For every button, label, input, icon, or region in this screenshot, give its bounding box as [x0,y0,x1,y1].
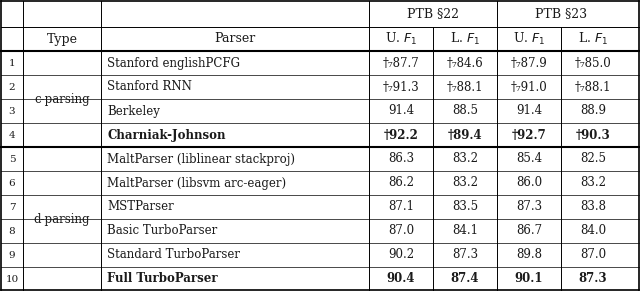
Text: 86.0: 86.0 [516,177,542,189]
Text: 82.5: 82.5 [580,152,606,166]
Text: 85.4: 85.4 [516,152,542,166]
Text: †₇91.3: †₇91.3 [383,81,419,93]
Text: Stanford englishPCFG: Stanford englishPCFG [107,56,240,70]
Text: †₇84.6: †₇84.6 [447,56,483,70]
Text: 87.3: 87.3 [452,249,478,262]
Text: U. $F_1$: U. $F_1$ [385,31,417,47]
Text: Charniak-Johnson: Charniak-Johnson [107,129,225,141]
Text: 86.2: 86.2 [388,177,414,189]
Text: †₇88.1: †₇88.1 [575,81,611,93]
Text: 6: 6 [9,178,15,187]
Text: †₇87.7: †₇87.7 [383,56,419,70]
Text: 90.1: 90.1 [515,272,543,285]
Text: 83.2: 83.2 [580,177,606,189]
Text: Type: Type [47,33,77,45]
Text: †92.7: †92.7 [511,129,547,141]
Text: 9: 9 [9,251,15,260]
Text: d-parsing: d-parsing [34,212,90,226]
Text: 83.8: 83.8 [580,200,606,214]
Text: †₇85.0: †₇85.0 [575,56,611,70]
Text: 87.0: 87.0 [388,224,414,237]
Text: L. $F_1$: L. $F_1$ [450,31,480,47]
Text: MaltParser (liblinear stackproj): MaltParser (liblinear stackproj) [107,152,295,166]
Text: Parser: Parser [214,33,255,45]
Text: 91.4: 91.4 [516,104,542,118]
Text: 87.0: 87.0 [580,249,606,262]
Text: 2: 2 [9,83,15,91]
Text: 84.1: 84.1 [452,224,478,237]
Text: 83.2: 83.2 [452,177,478,189]
Text: 88.5: 88.5 [452,104,478,118]
Text: 83.5: 83.5 [452,200,478,214]
Text: 8: 8 [9,226,15,235]
Text: U. $F_1$: U. $F_1$ [513,31,545,47]
Text: Basic TurboParser: Basic TurboParser [107,224,217,237]
Text: 91.4: 91.4 [388,104,414,118]
Text: †90.3: †90.3 [575,129,611,141]
Text: 88.9: 88.9 [580,104,606,118]
Text: †₇87.9: †₇87.9 [511,56,547,70]
Text: Stanford RNN: Stanford RNN [107,81,192,93]
Text: Berkeley: Berkeley [107,104,160,118]
Text: 90.2: 90.2 [388,249,414,262]
Text: 1: 1 [9,58,15,68]
Text: 87.3: 87.3 [579,272,607,285]
Text: 10: 10 [5,274,19,283]
Text: 84.0: 84.0 [580,224,606,237]
Text: 87.3: 87.3 [516,200,542,214]
Text: 86.7: 86.7 [516,224,542,237]
Text: †₇88.1: †₇88.1 [447,81,483,93]
Text: 86.3: 86.3 [388,152,414,166]
Text: 5: 5 [9,155,15,164]
Text: MaltParser (libsvm arc-eager): MaltParser (libsvm arc-eager) [107,177,286,189]
Text: Full TurboParser: Full TurboParser [107,272,218,285]
Text: 3: 3 [9,107,15,116]
Text: †₇91.0: †₇91.0 [511,81,547,93]
Text: L. $F_1$: L. $F_1$ [578,31,608,47]
Text: Standard TurboParser: Standard TurboParser [107,249,240,262]
Text: c-parsing: c-parsing [34,93,90,106]
Text: 83.2: 83.2 [452,152,478,166]
Text: PTB §23: PTB §23 [535,8,587,20]
Text: 89.8: 89.8 [516,249,542,262]
Text: 87.4: 87.4 [451,272,479,285]
Text: MSTParser: MSTParser [107,200,173,214]
Text: 7: 7 [9,203,15,212]
Text: 90.4: 90.4 [387,272,415,285]
Text: 87.1: 87.1 [388,200,414,214]
Text: †89.4: †89.4 [448,129,483,141]
Text: †92.2: †92.2 [383,129,419,141]
Text: 4: 4 [9,130,15,139]
Text: PTB §22: PTB §22 [407,8,459,20]
